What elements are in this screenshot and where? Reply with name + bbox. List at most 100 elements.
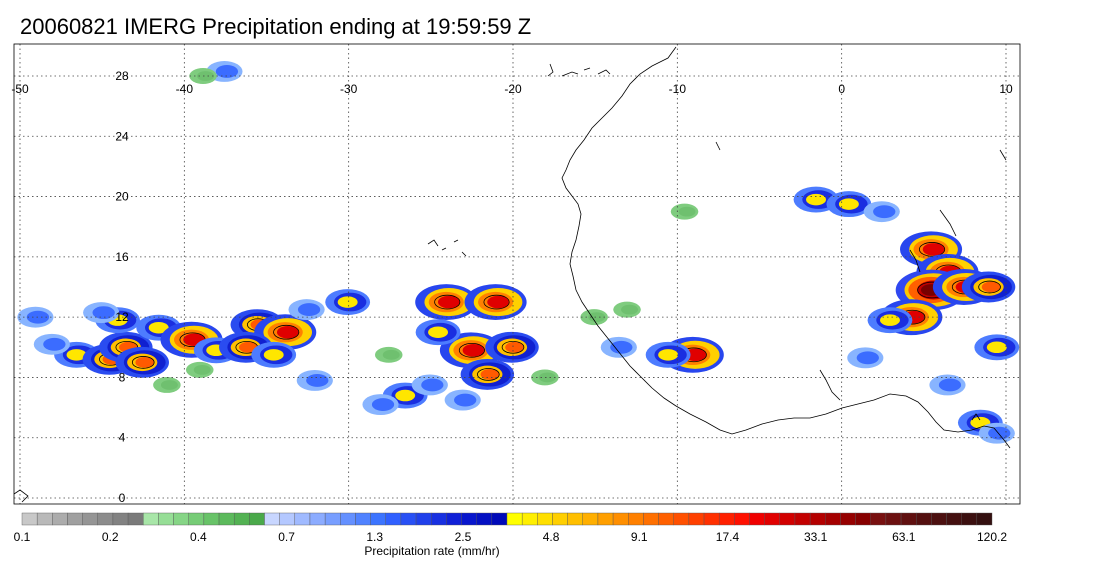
precip-cell [974,334,1020,361]
precip-band [215,65,239,78]
map-title: 20060821 IMERG Precipitation ending at 1… [20,14,532,39]
precip-band [92,306,115,320]
coastline [14,46,1011,503]
precip-contour [434,294,461,310]
precip-band [306,374,329,387]
precip-band [193,364,211,375]
precip-cell [645,341,691,368]
precip-cell [288,299,325,321]
iberia-coastline [547,63,554,77]
colorbar-label: 120.2 [977,530,1007,544]
precip-band [856,351,879,365]
precip-contour [978,280,1001,294]
africa-coastline [561,46,1011,449]
precip-cell [613,301,641,318]
precip-band [395,389,416,402]
inland-water [715,141,1007,401]
precip-band [538,372,556,383]
cape-verde-islands [427,239,467,257]
precip-cell [415,319,461,346]
precip-cell [826,191,872,218]
colorbar-label: 0.7 [278,530,295,544]
latitude-tick-labels: 0 4 8 12 16 20 24 28 [115,69,129,505]
bioko-island [971,413,981,421]
colorbar-label: 4.8 [543,530,560,544]
longitude-label: -30 [340,82,358,96]
precip-band [66,349,87,361]
precip-band [938,378,962,392]
precip-band [297,303,321,317]
precip-band [678,206,696,217]
longitude-label: 0 [838,82,845,96]
precip-contour [273,324,300,340]
longitude-label: -20 [504,82,522,96]
precip-band [880,314,900,326]
latitude-label: 28 [115,69,129,83]
precip-contour [131,356,155,369]
precip-cell [444,389,481,411]
precip-band [922,243,945,256]
precip-band [197,71,215,81]
latitude-label: 20 [115,190,129,204]
precip-band [487,295,509,309]
precip-band [621,304,639,315]
precip-cell [83,302,120,324]
longitude-label: -50 [11,82,29,96]
precip-contour [483,294,510,310]
precip-band [428,326,449,338]
precip-cell [961,271,1016,303]
precip-contour [918,242,946,257]
precip-band [43,337,66,351]
longitude-tick-labels: -50 -40 -30 -20 -10 0 10 [11,82,1013,96]
latitude-label: 0 [119,491,126,505]
plot-frame [13,43,1021,505]
precipitation-map: -50 -40 -30 -20 -10 0 10 0 4 8 12 16 20 24 28 [11,43,1021,505]
canary-islands [561,67,611,77]
colorbar-label: 33.1 [804,530,828,544]
latitude-label: 24 [115,129,129,143]
precip-cell [670,203,699,220]
colorbar-label: 9.1 [631,530,648,544]
precip-cell [374,346,403,363]
precip-band [988,426,1011,440]
colorbar-title: Precipitation rate (mm/hr) [364,544,499,558]
precip-contour [477,368,500,381]
longitude-label: -40 [176,82,194,96]
precip-cell [863,201,900,223]
precip-band [610,340,633,354]
precip-band [684,348,707,362]
precip-band [806,193,826,206]
precip-band [838,198,859,210]
precip-band [873,205,896,219]
precip-band [160,380,178,390]
colorbar-label: 0.1 [14,530,31,544]
precip-cell [33,333,70,355]
precip-cell [531,369,559,386]
precip-contour [458,342,485,358]
colorbar-label: 63.1 [892,530,916,544]
precip-cell [153,377,181,393]
precip-band [437,295,460,309]
colorbar-label: 17.4 [716,530,740,544]
precip-band [981,281,1001,293]
precip-band [337,296,358,308]
precip-band [986,341,1007,354]
precip-band [480,369,500,380]
precip-band [238,341,258,353]
precip-cell [460,358,515,390]
precip-cell [580,309,608,326]
precip-cell [929,374,966,396]
precip-band [276,325,299,339]
south-atlantic-coast [14,489,29,503]
precip-band [421,378,444,392]
precip-cell [847,347,884,369]
colorbar-label: 2.5 [455,530,472,544]
graticule [14,44,1020,504]
precip-cell [485,331,539,363]
precip-band [371,398,395,411]
precip-cell [296,369,333,391]
precip-band [135,356,155,368]
colorbar-labels: 0.1 0.2 0.4 0.7 1.3 2.5 4.8 9.1 17.4 33.1 63.1 120.… [14,530,1008,544]
precipitation-layer [17,61,1020,444]
precip-band [263,349,284,361]
